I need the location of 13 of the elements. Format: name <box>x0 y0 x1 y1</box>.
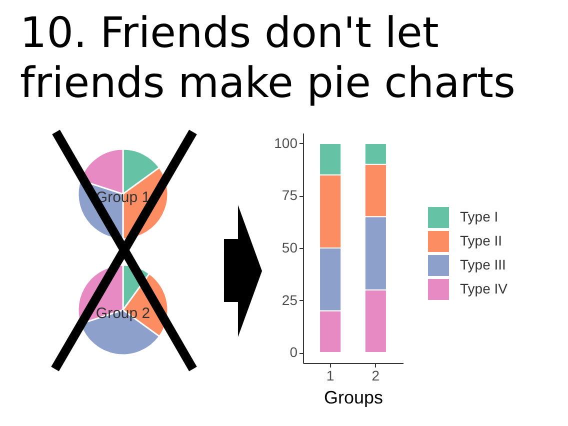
y-tick-label: 100 <box>274 134 298 151</box>
legend-label: Type I <box>460 208 498 224</box>
text: 10. Friends don't let friends make pie charts <box>20 8 516 107</box>
x-axis-title: Groups <box>324 388 384 408</box>
y-tick-label: 75 <box>282 187 298 204</box>
legend-label: Type IV <box>460 280 508 296</box>
y-tick-label: 0 <box>290 344 298 360</box>
x-tick-label: 1 <box>326 368 334 384</box>
legend-label: Type II <box>460 232 502 248</box>
x-tick-label: 2 <box>372 368 380 384</box>
legend-label: Type III <box>460 256 506 272</box>
y-tick-label: 50 <box>282 240 298 256</box>
y-tick-label: 25 <box>282 292 298 308</box>
